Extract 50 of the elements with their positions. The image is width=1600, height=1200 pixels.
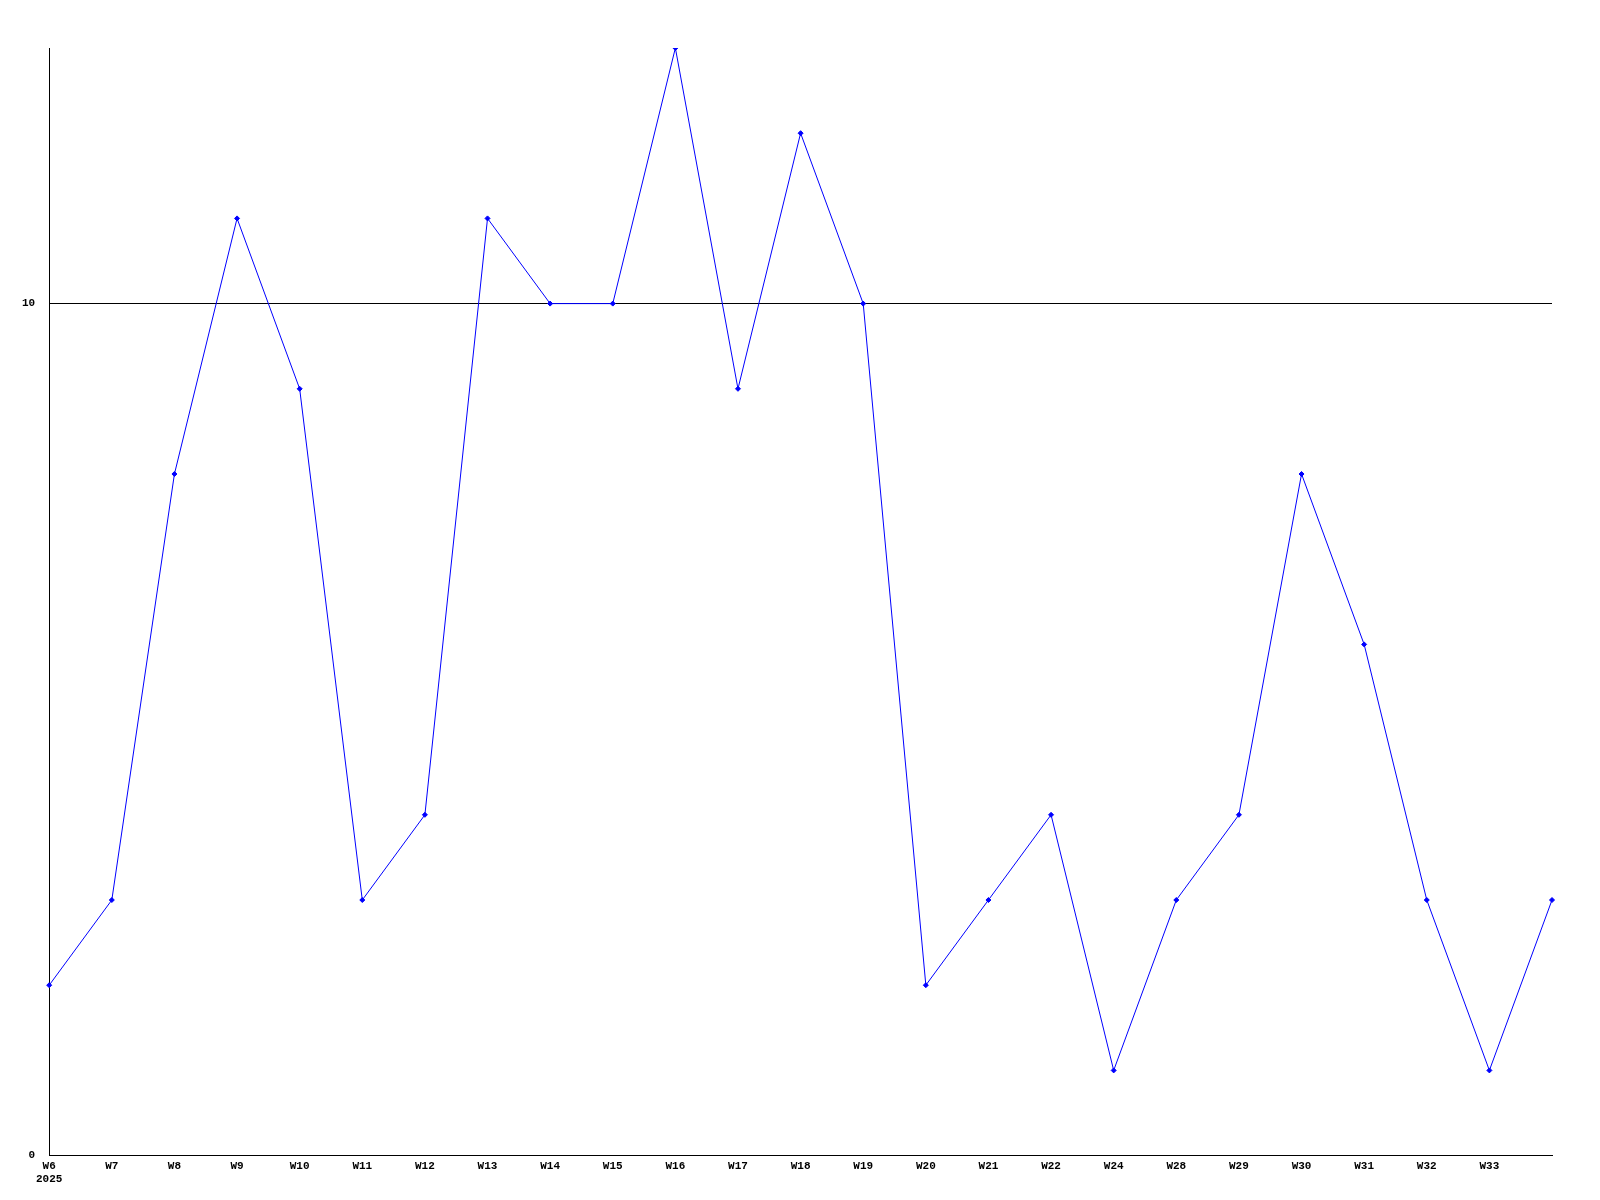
- point: [1298, 471, 1305, 477]
- x-tick-label: W18: [790, 1159, 811, 1172]
- point: [734, 385, 741, 392]
- x-tick-label: W14: [540, 1159, 561, 1172]
- x-tick-label: W11: [352, 1159, 373, 1172]
- point: [421, 811, 428, 818]
- x-tick-label: W28: [1166, 1159, 1187, 1172]
- x-tick-label: W31: [1354, 1159, 1375, 1172]
- x-tick-label: W10: [289, 1159, 310, 1172]
- point: [1549, 897, 1555, 903]
- y-tick-label: 10: [22, 297, 36, 310]
- point: [1486, 1067, 1493, 1074]
- x-tick-label: W16: [665, 1159, 686, 1172]
- x-tick-label: W24: [1103, 1159, 1124, 1172]
- point: [108, 897, 115, 903]
- point: [296, 385, 303, 392]
- point: [234, 215, 241, 222]
- point: [797, 130, 804, 137]
- point: [1173, 897, 1180, 903]
- point: [1110, 1067, 1117, 1074]
- point: [1048, 811, 1055, 818]
- x-tick-label: W30: [1291, 1159, 1312, 1172]
- x-tick-label: W17: [728, 1159, 748, 1172]
- x-tick-label: W20: [915, 1159, 936, 1172]
- x-tick-label: W21: [978, 1159, 999, 1172]
- x-tick-label: W29: [1229, 1159, 1249, 1172]
- x-tick-label: W32: [1416, 1159, 1437, 1172]
- point: [1235, 811, 1242, 818]
- x-tick-label: W9: [230, 1159, 244, 1172]
- point: [922, 982, 929, 989]
- x-tick-label: W33: [1479, 1159, 1500, 1172]
- point: [609, 300, 616, 307]
- point: [171, 471, 178, 477]
- x-tick-label: W7: [105, 1159, 119, 1172]
- x-tick-label: W15: [602, 1159, 624, 1172]
- point: [46, 982, 53, 989]
- x-tick-label: W22: [1041, 1159, 1061, 1172]
- point: [985, 897, 992, 903]
- x-tick-label: W6 2025: [36, 1159, 63, 1186]
- point: [484, 215, 491, 222]
- point: [1361, 641, 1368, 648]
- y-tick-label: 0: [28, 1149, 36, 1162]
- x-tick-label: W13: [477, 1159, 498, 1172]
- point: [1423, 897, 1430, 903]
- point: [547, 300, 554, 307]
- x-tick-label: W12: [415, 1159, 435, 1172]
- x-tick-label: W19: [853, 1159, 874, 1172]
- x-tick-label: W8: [167, 1159, 182, 1172]
- point: [860, 300, 867, 307]
- point: [359, 897, 366, 903]
